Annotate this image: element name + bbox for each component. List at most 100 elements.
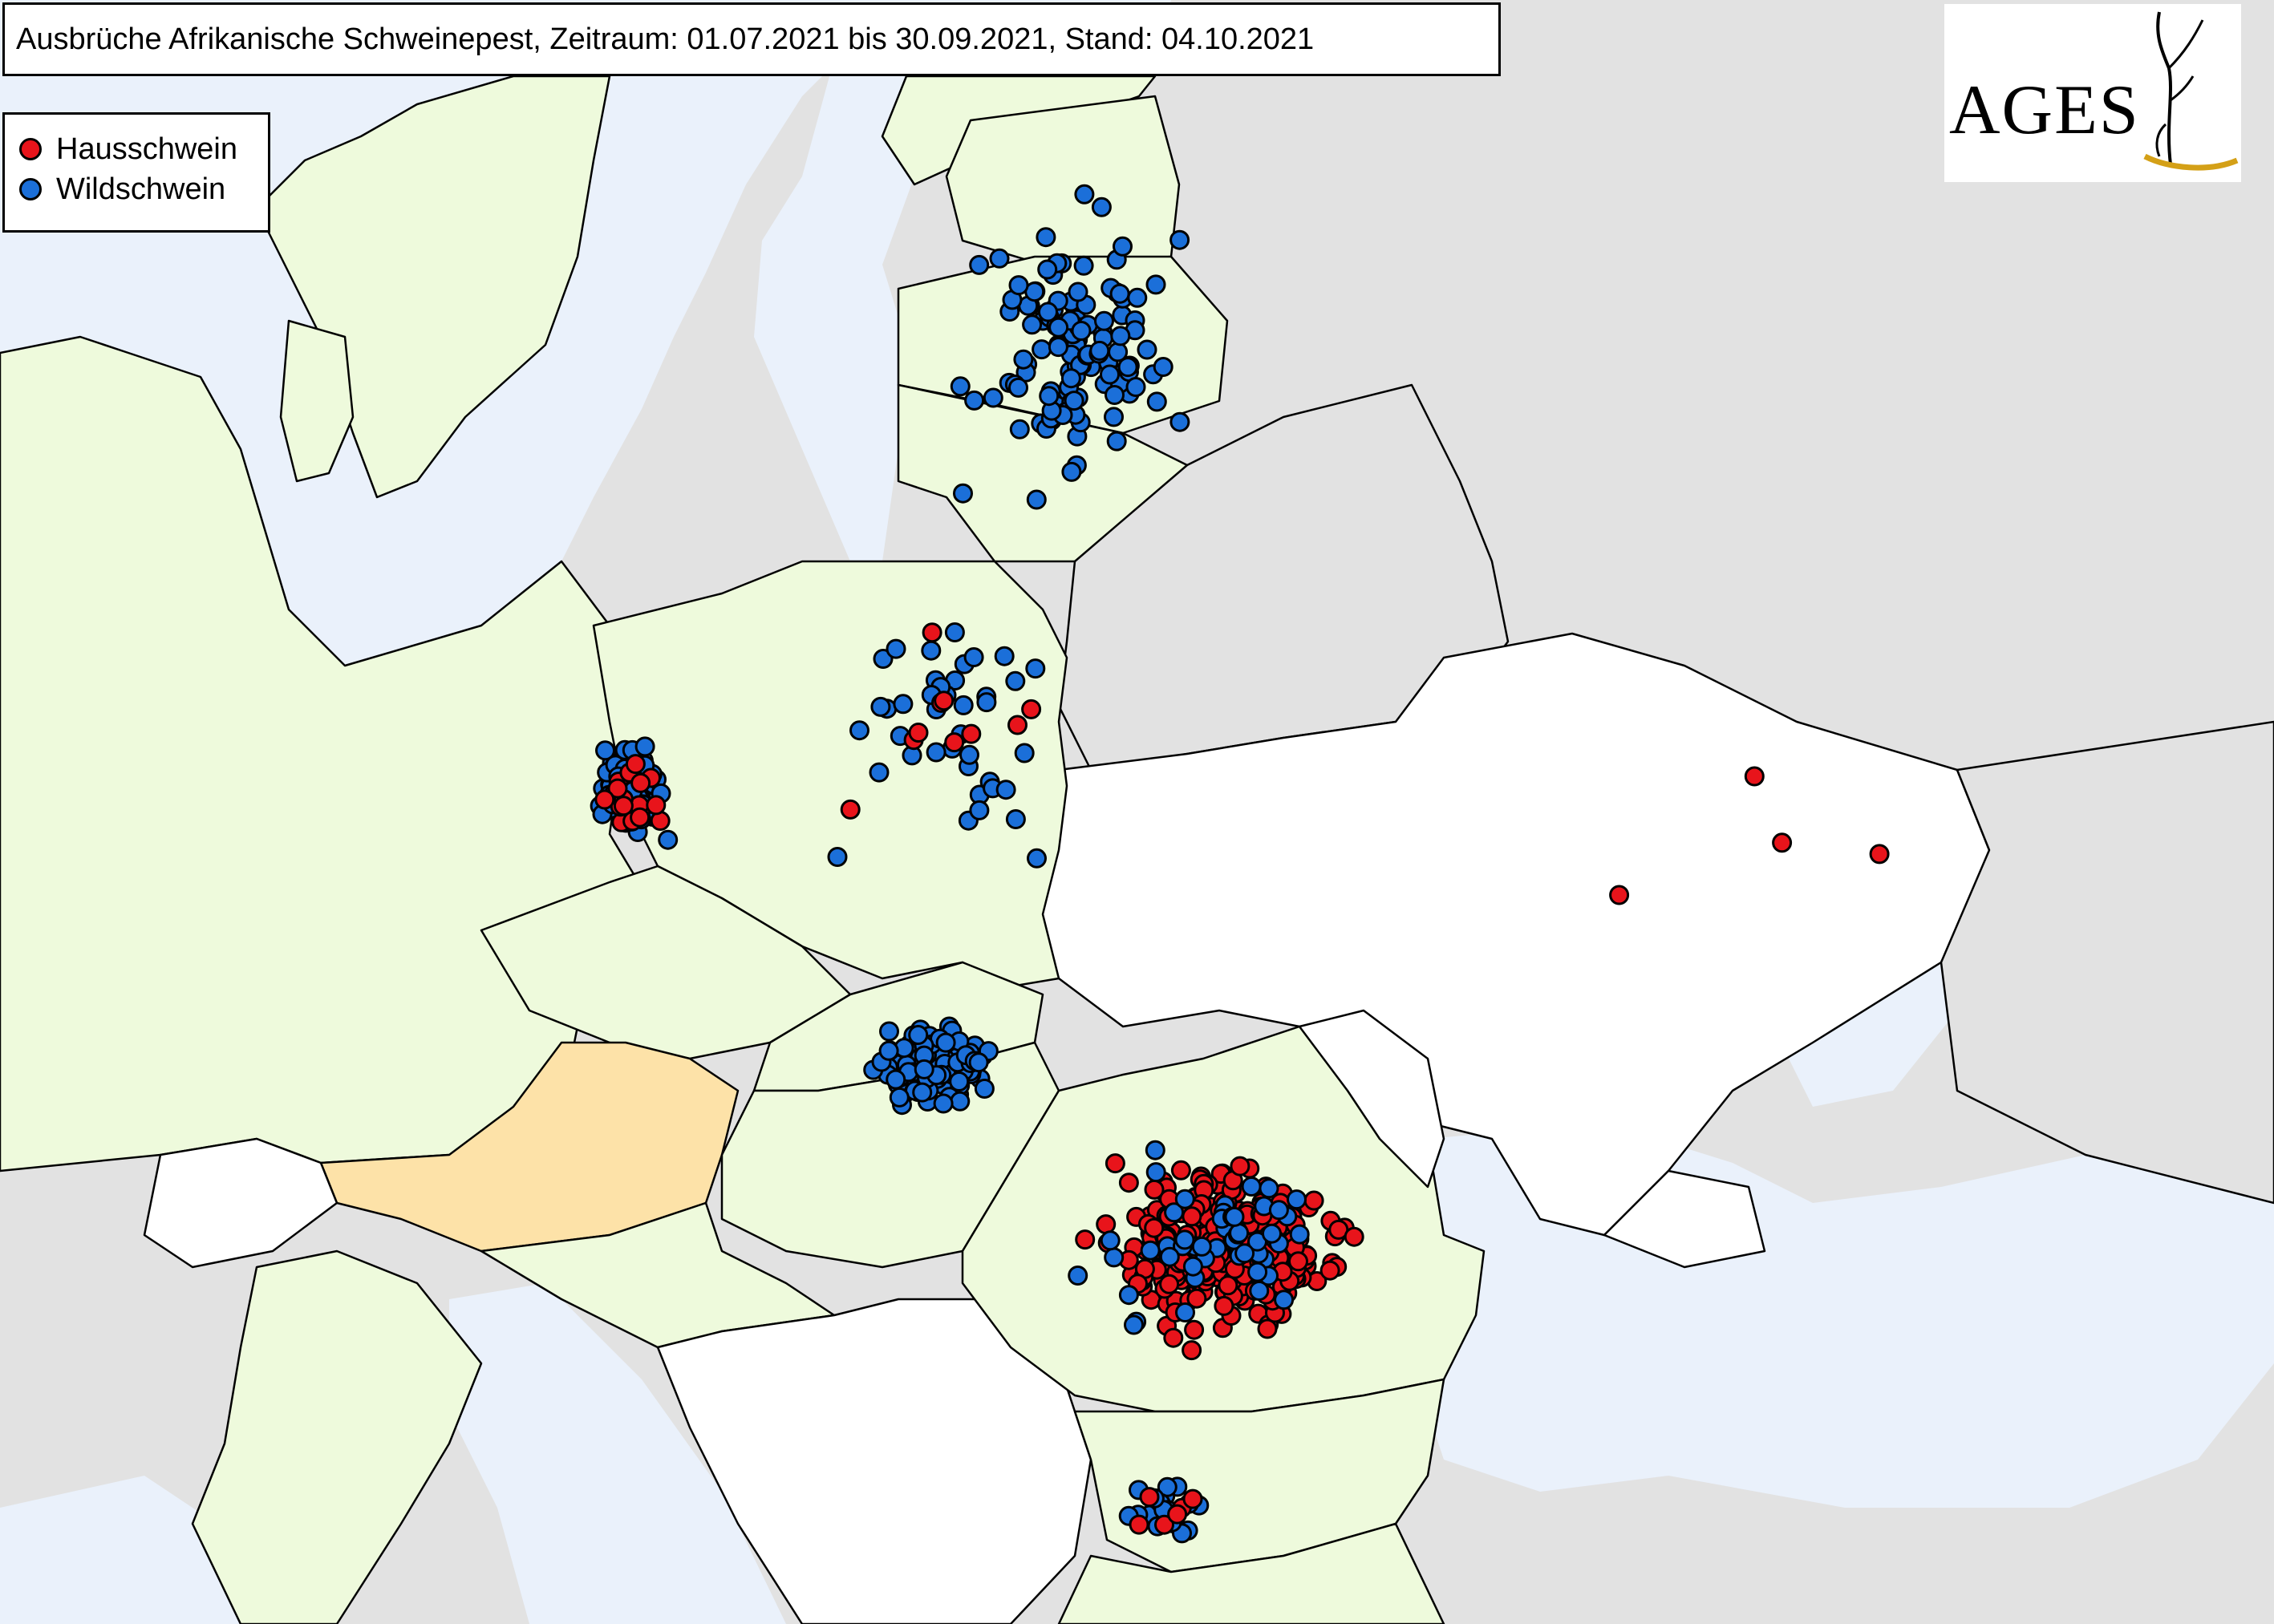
outbreak-point-domestic	[1772, 832, 1793, 853]
outbreak-point-domestic	[908, 723, 929, 743]
outbreak-point-wild	[1061, 461, 1082, 482]
outbreak-point-wild	[1105, 385, 1125, 405]
outbreak-point-domestic	[1163, 1327, 1184, 1348]
outbreak-point-wild	[963, 647, 984, 667]
outbreak-point-domestic	[646, 795, 667, 816]
outbreak-point-wild	[1145, 1162, 1166, 1183]
outbreak-point-wild	[1174, 1189, 1195, 1209]
outbreak-point-wild	[950, 1091, 971, 1112]
outbreak-points-layer	[590, 184, 1890, 1544]
outbreak-point-wild	[908, 1025, 929, 1045]
outbreak-point-wild	[1268, 1200, 1289, 1221]
logo-text: AGES	[1949, 71, 2140, 149]
country-switzerland	[143, 1137, 338, 1269]
outbreak-point-wild	[1038, 302, 1058, 322]
outbreak-point-wild	[974, 1079, 995, 1099]
country-moldova	[1298, 1009, 1445, 1189]
outbreak-point-domestic	[1129, 1514, 1149, 1535]
outbreak-point-wild	[949, 1071, 970, 1091]
outbreak-point-domestic	[625, 754, 646, 775]
outbreak-point-domestic	[613, 796, 634, 816]
ages-logo: AGES	[1944, 4, 2241, 182]
outbreak-point-domestic	[1182, 1340, 1202, 1361]
outbreak-point-wild	[1106, 431, 1127, 452]
outbreak-point-wild	[1249, 1281, 1270, 1301]
outbreak-point-wild	[921, 640, 942, 661]
outbreak-point-wild	[1074, 184, 1095, 205]
outbreak-point-domestic	[1159, 1274, 1180, 1294]
outbreak-point-wild	[1127, 287, 1148, 308]
outbreak-point-wild	[634, 736, 655, 757]
outbreak-point-domestic	[1182, 1206, 1202, 1227]
outbreak-point-wild	[1164, 1202, 1185, 1223]
outbreak-point-wild	[959, 744, 979, 765]
outbreak-point-wild	[1013, 349, 1034, 370]
outbreak-point-wild	[827, 847, 848, 867]
outbreak-point-wild	[1224, 1206, 1245, 1227]
outbreak-point-wild	[889, 1087, 910, 1108]
map-title-text: Ausbrüche Afrikanische Schweinepest, Zei…	[16, 22, 1315, 56]
outbreak-point-domestic	[1344, 1226, 1364, 1247]
outbreak-point-wild	[1287, 1189, 1307, 1210]
outbreak-point-domestic	[1154, 1514, 1174, 1535]
outbreak-point-wild	[1073, 255, 1094, 276]
outbreak-point-wild	[1009, 419, 1030, 439]
outbreak-point-wild	[926, 742, 946, 763]
outbreak-point-wild	[1005, 670, 1026, 691]
outbreak-point-wild	[1037, 259, 1058, 280]
outbreak-point-wild	[1104, 1247, 1125, 1268]
outbreak-point-domestic	[934, 691, 955, 711]
outbreak-point-domestic	[1230, 1156, 1250, 1176]
outbreak-point-domestic	[594, 789, 615, 810]
outbreak-point-wild	[1124, 1314, 1144, 1335]
outbreak-point-wild	[1153, 357, 1173, 377]
outbreak-point-wild	[1100, 364, 1120, 385]
country-denmark	[279, 319, 355, 483]
outbreak-point-wild	[1048, 337, 1068, 358]
outbreak-point-domestic	[1139, 1487, 1160, 1508]
outbreak-point-domestic	[1257, 1318, 1278, 1339]
country-greece	[1057, 1522, 1445, 1624]
outbreak-point-wild	[886, 1069, 906, 1090]
outbreak-point-wild	[1247, 1262, 1268, 1282]
outbreak-point-wild	[1175, 1302, 1195, 1322]
outbreak-point-wild	[1022, 314, 1043, 335]
outbreak-point-wild	[950, 376, 971, 397]
outbreak-point-wild	[968, 1052, 989, 1073]
outbreak-point-wild	[1089, 340, 1110, 361]
outbreak-point-wild	[1146, 391, 1167, 412]
outbreak-point-domestic	[1319, 1260, 1340, 1281]
outbreak-point-wild	[1229, 1223, 1250, 1243]
outbreak-point-wild	[1014, 743, 1035, 763]
sea-adriatic	[449, 1283, 786, 1624]
outbreak-point-domestic	[1105, 1153, 1125, 1174]
outbreak-point-wild	[1117, 357, 1138, 378]
outbreak-point-wild	[944, 622, 965, 642]
outbreak-point-wild	[1169, 229, 1190, 250]
outbreak-point-domestic	[1214, 1295, 1234, 1316]
outbreak-point-domestic	[1007, 715, 1028, 735]
country-russia-south	[1940, 720, 2274, 1205]
country-italy	[191, 1249, 483, 1624]
outbreak-point-domestic	[1144, 1217, 1165, 1238]
outbreak-point-wild	[870, 696, 891, 717]
outbreak-point-domestic	[1609, 885, 1630, 905]
outbreak-point-domestic	[961, 723, 982, 744]
outbreak-point-wild	[1036, 227, 1056, 248]
outbreak-point-wild	[1125, 377, 1146, 397]
outbreak-point-wild	[933, 1093, 954, 1114]
outbreak-point-wild	[886, 638, 906, 659]
outbreak-point-domestic	[1184, 1319, 1205, 1340]
legend-item-wild: Wildschwein	[19, 169, 268, 209]
outbreak-point-wild	[914, 1059, 934, 1079]
outbreak-point-domestic	[1096, 1214, 1117, 1235]
outbreak-point-domestic	[922, 622, 942, 643]
outbreak-point-wild	[1145, 1140, 1165, 1160]
outbreak-point-wild	[658, 829, 679, 850]
country-slovenia-croatia	[480, 1201, 836, 1349]
outbreak-point-wild	[1140, 1240, 1161, 1261]
outbreak-point-wild	[1259, 1178, 1279, 1199]
wild-boar-marker-icon	[19, 178, 42, 200]
